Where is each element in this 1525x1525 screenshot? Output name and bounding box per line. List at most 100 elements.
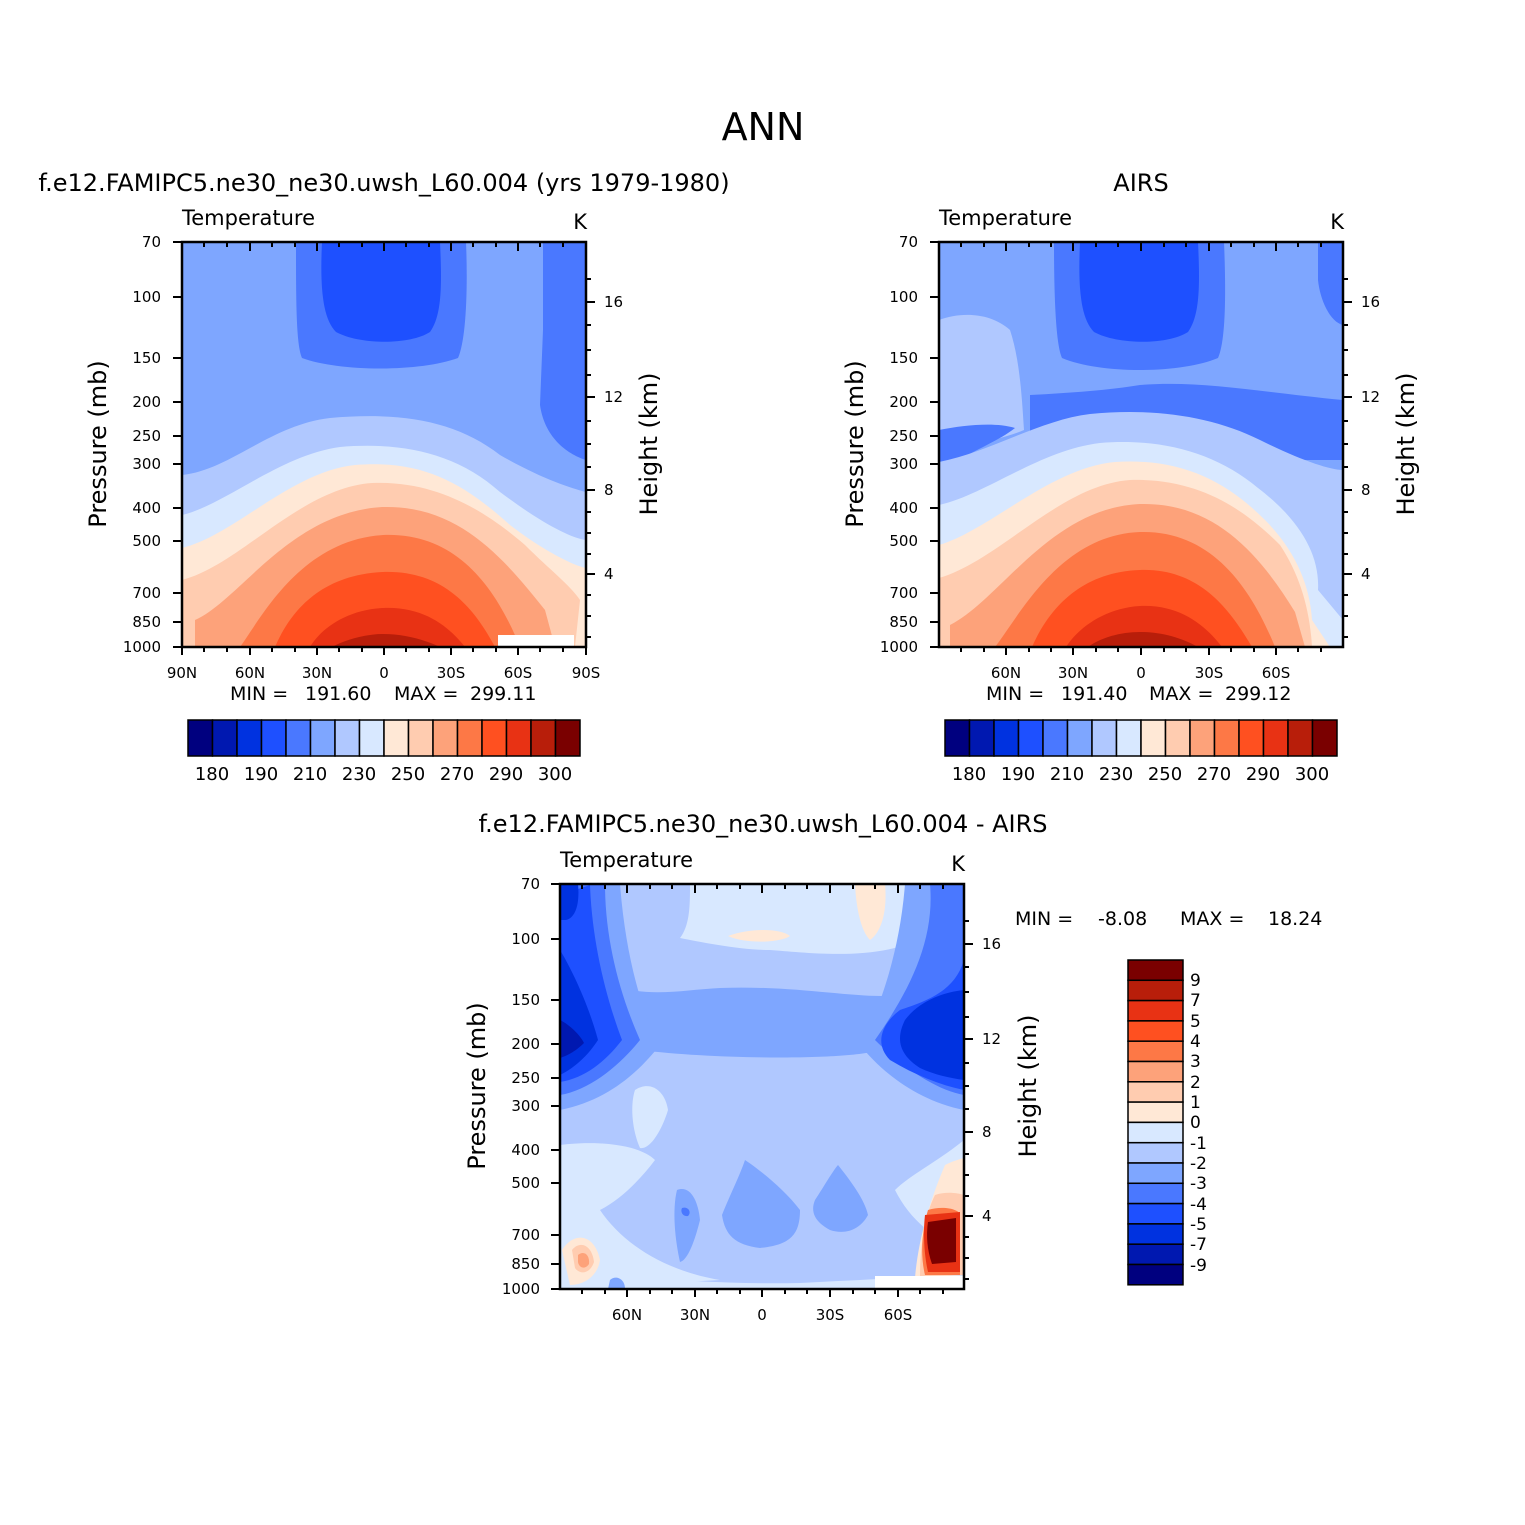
contour-band	[600, 980, 900, 1058]
colorbar-swatch	[1127, 1202, 1184, 1225]
contour-band	[560, 1020, 584, 1058]
colorbar-swatch	[334, 719, 361, 757]
contour-band	[632, 1086, 668, 1149]
panel-title: f.e12.FAMIPC5.ne30_ne30.uwsh_L60.004 (yr…	[38, 169, 729, 197]
contour-band	[332, 634, 440, 647]
colorbar-label: 210	[1050, 764, 1084, 785]
colorbar-swatch	[1127, 999, 1184, 1022]
colorbar-label: 290	[489, 764, 523, 785]
colorbar-label: 180	[952, 764, 986, 785]
y2-tick-label: 4	[1361, 565, 1371, 583]
figure-title: ANN	[722, 105, 805, 149]
colorbar-label: -5	[1190, 1215, 1207, 1235]
x-tick-label: 30N	[302, 664, 332, 682]
colorbar-label: 290	[1246, 764, 1280, 785]
contour-band	[681, 1207, 690, 1217]
y-tick-label: 700	[132, 584, 161, 602]
colorbar-label: 5	[1190, 1012, 1201, 1032]
colorbar-label: 180	[195, 764, 229, 785]
colorbar-swatch	[505, 719, 532, 757]
colorbar-label: -3	[1190, 1174, 1207, 1194]
colorbar-swatch	[1127, 1263, 1184, 1286]
colorbar-label: 270	[1197, 764, 1231, 785]
panel-model: f.e12.FAMIPC5.ne30_ne30.uwsh_L60.004 (yr…	[38, 169, 729, 785]
y2-tick-label: 12	[604, 388, 623, 406]
y-tick-label: 400	[889, 499, 918, 517]
units-label: K	[1330, 210, 1345, 234]
colorbar-swatch	[1127, 1040, 1184, 1063]
colorbar-swatch	[1127, 1081, 1184, 1103]
colorbar	[187, 719, 581, 757]
y2-ticks	[586, 278, 595, 638]
contour-band	[540, 242, 586, 460]
missing-data	[498, 635, 574, 647]
colorbar-swatch	[1213, 719, 1240, 757]
y-axis: Pressure (mb) 70 100 150 200 250 300 400…	[84, 233, 182, 656]
contour-band	[608, 1277, 625, 1289]
colorbar-label: 4	[1190, 1032, 1201, 1052]
y-tick-label: 200	[889, 393, 918, 411]
y2-ticks	[964, 920, 973, 1280]
colorbar-swatch	[481, 719, 508, 757]
contour-field	[939, 242, 1343, 647]
y-tick-label: 100	[511, 930, 540, 948]
y2-tick-label: 8	[604, 481, 614, 499]
contour-band	[578, 1253, 590, 1268]
y-axis-label: Pressure (mb)	[463, 1002, 491, 1169]
colorbar-label: -7	[1190, 1235, 1207, 1255]
colorbar-label: 1	[1190, 1093, 1201, 1113]
contour-band	[728, 930, 790, 942]
colorbar-swatch	[407, 719, 434, 757]
contour-band	[560, 884, 579, 920]
colorbar-swatch	[1066, 719, 1093, 757]
colorbar-swatch	[1091, 719, 1118, 757]
x-axis: 60N 30N 0 30S 60S	[960, 242, 1322, 682]
y-tick-label: 500	[132, 532, 161, 550]
colorbar-swatch	[383, 719, 410, 757]
panel-title: AIRS	[1113, 169, 1168, 197]
y-tick-label: 1000	[123, 638, 161, 656]
y2-tick-label: 16	[1361, 293, 1380, 311]
contour-band	[1066, 605, 1222, 647]
colorbar-swatch	[1127, 1243, 1184, 1266]
colorbar-swatch	[456, 719, 483, 757]
y-tick-label: 200	[132, 393, 161, 411]
left-label: Temperature	[559, 848, 693, 872]
colorbar-swatch	[1140, 719, 1167, 757]
contour-field	[560, 884, 964, 1289]
min-value: 191.60	[305, 683, 371, 705]
contour-band	[1318, 242, 1343, 325]
colorbar-swatch	[1238, 719, 1265, 757]
colorbar	[1127, 959, 1184, 1286]
y2-axis: Height (km) 16 12 8 4	[586, 278, 663, 638]
colorbar-label: 230	[342, 764, 376, 785]
y-tick-label: 250	[511, 1069, 540, 1087]
min-value: -8.08	[1098, 908, 1147, 930]
y2-tick-label: 12	[982, 1030, 1001, 1048]
y-ticks	[173, 241, 182, 648]
stats-line: MIN = 191.60 MAX = 299.11	[230, 683, 536, 705]
colorbar-swatch	[1127, 1060, 1184, 1083]
y2-axis-label: Height (km)	[635, 373, 663, 516]
y-tick-label: 850	[889, 613, 918, 631]
colorbar-label: 9	[1190, 971, 1201, 991]
contour-band	[1088, 632, 1198, 647]
contour-band	[560, 1143, 720, 1289]
y-tick-label: 400	[132, 499, 161, 517]
colorbar-label: 300	[538, 764, 572, 785]
contour-band	[1079, 242, 1199, 342]
x-tick-label: 60N	[612, 1306, 642, 1324]
contour-band	[855, 884, 886, 940]
panel-title: f.e12.FAMIPC5.ne30_ne30.uwsh_L60.004 - A…	[478, 810, 1047, 838]
missing-data	[875, 1276, 964, 1289]
x-tick-label: 60S	[1262, 664, 1291, 682]
colorbar-swatch	[236, 719, 263, 757]
x-tick-label: 0	[1136, 664, 1146, 682]
y-tick-label: 300	[132, 455, 161, 473]
y-tick-label: 1000	[880, 638, 918, 656]
colorbar-label: 7	[1190, 991, 1201, 1011]
colorbar-labels: 9 7 5 4 3 2 1 0 -1 -2 -3 -4 -5 -7 -9	[1190, 971, 1207, 1276]
y-ticks	[551, 883, 560, 1290]
contour-band	[680, 884, 930, 954]
x-tick-label: 30S	[1195, 664, 1224, 682]
